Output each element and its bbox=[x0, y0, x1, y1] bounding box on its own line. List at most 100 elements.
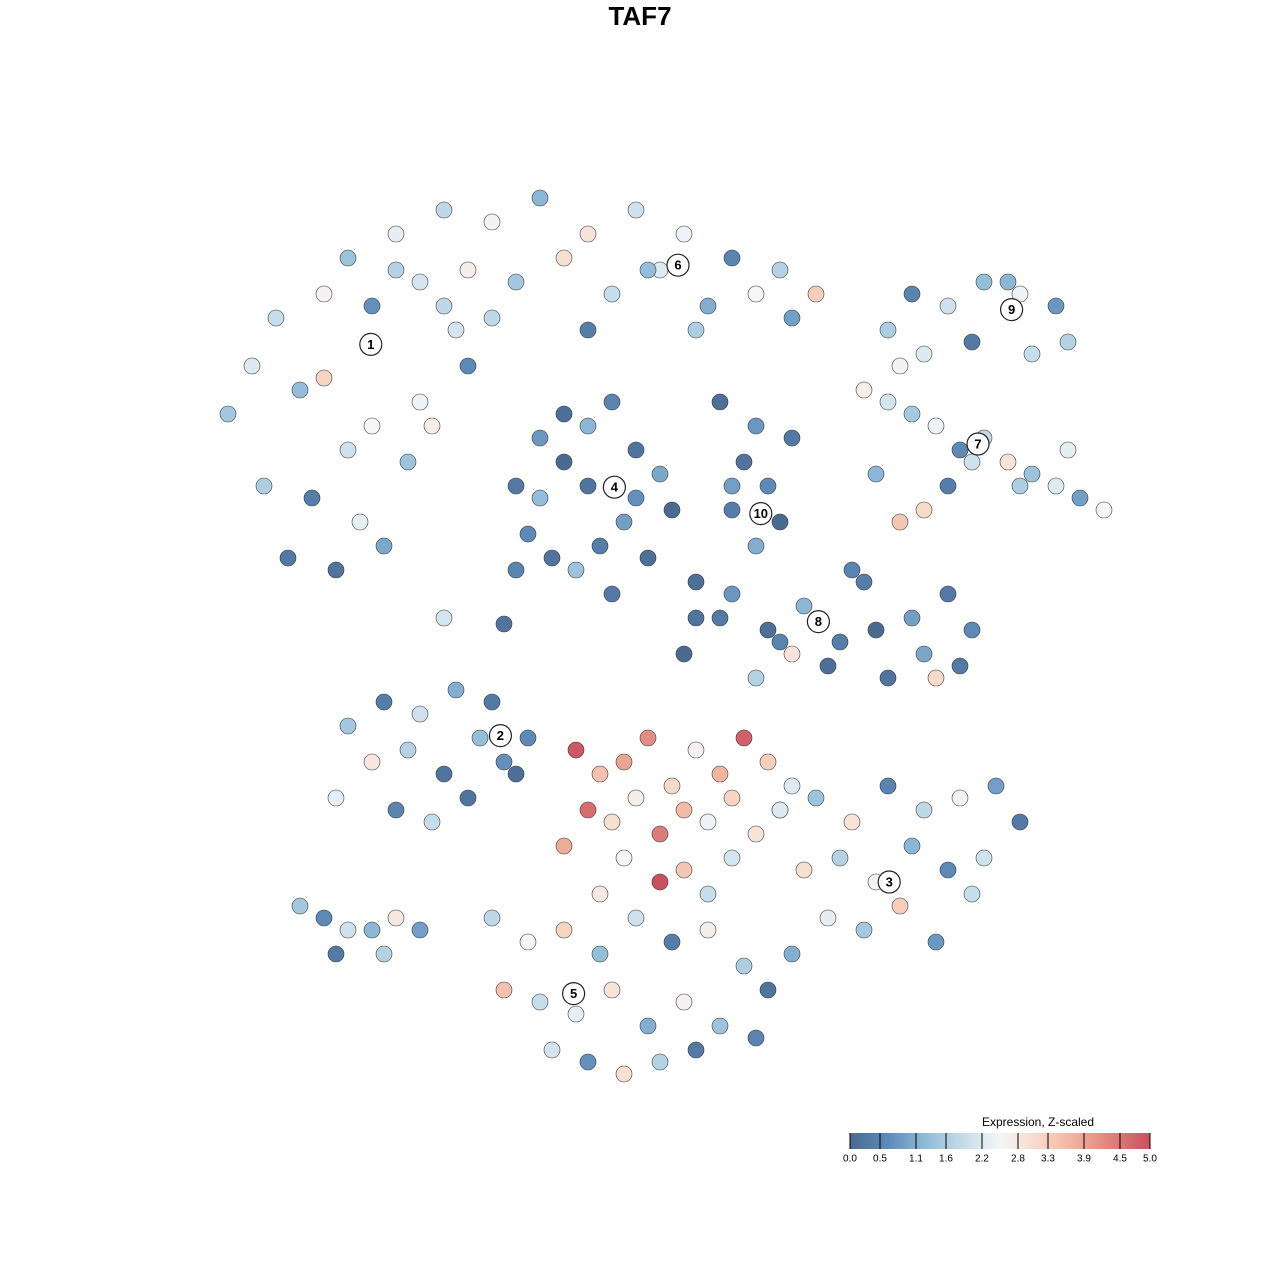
cell-point bbox=[579, 321, 597, 339]
cell-point bbox=[687, 573, 705, 591]
points bbox=[219, 189, 1113, 1083]
cell-point bbox=[723, 501, 741, 519]
cell-point bbox=[603, 585, 621, 603]
colorbar-tick-label: 1.1 bbox=[909, 1154, 923, 1165]
cell-point bbox=[903, 837, 921, 855]
cell-point bbox=[615, 1065, 633, 1083]
cell-point bbox=[411, 705, 429, 723]
cell-point bbox=[303, 489, 321, 507]
cell-point bbox=[363, 417, 381, 435]
cell-point bbox=[531, 189, 549, 207]
cell-point bbox=[447, 681, 465, 699]
cell-point bbox=[375, 537, 393, 555]
cell-point bbox=[423, 417, 441, 435]
colorbar-tick-label: 3.9 bbox=[1077, 1154, 1091, 1165]
cell-point bbox=[1023, 465, 1041, 483]
cell-point bbox=[771, 261, 789, 279]
colorbar-tick-label: 4.5 bbox=[1113, 1154, 1127, 1165]
cell-point bbox=[387, 225, 405, 243]
cell-point bbox=[507, 273, 525, 291]
cell-point bbox=[567, 741, 585, 759]
cell-point bbox=[543, 1041, 561, 1059]
cell-point bbox=[639, 1017, 657, 1035]
cell-point bbox=[411, 393, 429, 411]
cell-point bbox=[339, 441, 357, 459]
cell-point bbox=[783, 429, 801, 447]
cell-point bbox=[627, 789, 645, 807]
cell-point bbox=[795, 861, 813, 879]
cell-point bbox=[963, 333, 981, 351]
cell-point bbox=[651, 1053, 669, 1071]
cell-point bbox=[915, 501, 933, 519]
cell-point bbox=[819, 909, 837, 927]
cell-point bbox=[555, 921, 573, 939]
cell-point bbox=[939, 585, 957, 603]
cell-point bbox=[903, 285, 921, 303]
cell-point bbox=[891, 357, 909, 375]
cell-point bbox=[579, 477, 597, 495]
cluster-marker bbox=[999, 298, 1024, 322]
cell-point bbox=[495, 981, 513, 999]
cell-point bbox=[759, 621, 777, 639]
cell-point bbox=[963, 621, 981, 639]
cell-point bbox=[723, 849, 741, 867]
cell-point bbox=[687, 321, 705, 339]
cell-point bbox=[567, 561, 585, 579]
cell-point bbox=[1011, 477, 1029, 495]
cell-point bbox=[615, 753, 633, 771]
cell-point bbox=[675, 225, 693, 243]
cell-point bbox=[711, 609, 729, 627]
cell-point bbox=[1071, 489, 1089, 507]
cell-point bbox=[615, 513, 633, 531]
cell-point bbox=[771, 801, 789, 819]
cell-point bbox=[939, 297, 957, 315]
colorbar-tick-label: 3.3 bbox=[1041, 1154, 1055, 1165]
cell-point bbox=[999, 273, 1017, 291]
cell-point bbox=[1047, 477, 1065, 495]
cell-point bbox=[723, 249, 741, 267]
cell-point bbox=[603, 981, 621, 999]
cell-point bbox=[483, 909, 501, 927]
cluster-label: 9 bbox=[1008, 302, 1015, 317]
cell-point bbox=[999, 453, 1017, 471]
cell-point bbox=[747, 285, 765, 303]
cell-point bbox=[411, 921, 429, 939]
cell-point bbox=[627, 441, 645, 459]
colorbar-tick-label: 1.6 bbox=[939, 1154, 953, 1165]
cell-point bbox=[687, 609, 705, 627]
cell-point bbox=[783, 777, 801, 795]
cell-point bbox=[843, 813, 861, 831]
cell-point bbox=[939, 477, 957, 495]
cell-point bbox=[879, 669, 897, 687]
cluster-marker bbox=[806, 609, 831, 634]
cell-point bbox=[951, 789, 969, 807]
cell-point bbox=[351, 513, 369, 531]
cell-point bbox=[243, 357, 261, 375]
cell-point bbox=[843, 561, 861, 579]
cluster-marker bbox=[966, 432, 990, 456]
cell-point bbox=[363, 297, 381, 315]
legend-title: Expression, Z-scaled bbox=[982, 1115, 1094, 1129]
cell-point bbox=[519, 729, 537, 747]
cell-point bbox=[783, 645, 801, 663]
cell-point bbox=[627, 201, 645, 219]
cell-point bbox=[675, 801, 693, 819]
cell-point bbox=[591, 537, 609, 555]
cell-point bbox=[747, 1029, 765, 1047]
colorbar-tick-label: 0.5 bbox=[873, 1154, 887, 1165]
cell-point bbox=[435, 765, 453, 783]
cell-point bbox=[675, 645, 693, 663]
cell-point bbox=[1095, 501, 1113, 519]
cell-point bbox=[915, 801, 933, 819]
cell-point bbox=[555, 453, 573, 471]
cell-point bbox=[915, 645, 933, 663]
cluster-label: 2 bbox=[497, 728, 504, 743]
cell-point bbox=[507, 561, 525, 579]
cell-point bbox=[219, 405, 237, 423]
cell-point bbox=[495, 753, 513, 771]
cell-point bbox=[927, 669, 945, 687]
cell-point bbox=[951, 657, 969, 675]
colorbar-tick-label: 2.2 bbox=[975, 1154, 989, 1165]
cell-point bbox=[387, 801, 405, 819]
